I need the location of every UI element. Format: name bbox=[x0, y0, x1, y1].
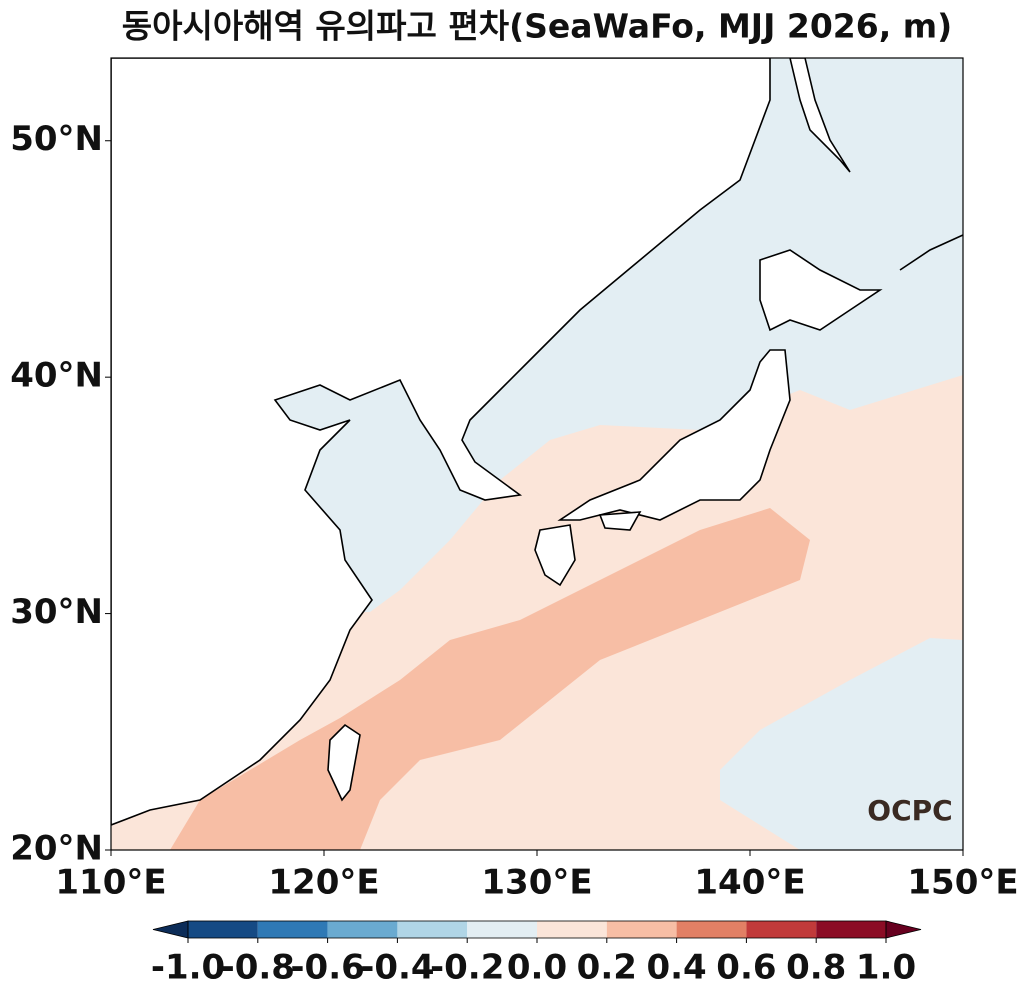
colorbar-swatch bbox=[676, 921, 747, 938]
colorbar-swatch bbox=[816, 921, 886, 938]
logo: OCPC bbox=[867, 794, 952, 827]
colorbar-swatch bbox=[467, 921, 537, 938]
colorbar-label: 0.2 bbox=[577, 948, 637, 988]
colorbar-swatch bbox=[746, 921, 817, 938]
y-tick-label: 30°N bbox=[10, 592, 103, 632]
colorbar-swatch bbox=[257, 921, 328, 938]
colorbar-label: -1.0 bbox=[151, 948, 225, 988]
colorbar-label: -0.6 bbox=[290, 948, 364, 988]
colorbar-swatch bbox=[537, 921, 607, 938]
x-tick-label: 130°E bbox=[481, 863, 592, 903]
colorbar-label: 0.4 bbox=[646, 948, 706, 988]
x-tick-label: 140°E bbox=[694, 863, 805, 903]
colorbar-label: 0.6 bbox=[716, 948, 776, 988]
coastline bbox=[111, 58, 963, 826]
colorbar-label: 1.0 bbox=[856, 948, 916, 988]
map-field bbox=[111, 58, 963, 850]
field-negative bbox=[720, 638, 963, 850]
colorbar-label: -0.8 bbox=[221, 948, 295, 988]
colorbar-label: -0.4 bbox=[360, 948, 434, 988]
x-tick-label: 110°E bbox=[55, 863, 166, 903]
colorbar-swatch bbox=[606, 921, 677, 938]
colorbar-swatch bbox=[188, 921, 258, 938]
colorbar-label: 0.0 bbox=[507, 948, 567, 988]
colorbar-over bbox=[885, 920, 922, 939]
colorbar-swatch bbox=[397, 921, 468, 938]
x-tick-label: 150°E bbox=[907, 863, 1018, 903]
colorbar-label: 0.8 bbox=[786, 948, 846, 988]
colorbar-under bbox=[152, 920, 189, 939]
title: 동아시아해역 유의파고 편차(SeaWaFo, MJJ 2026, m) bbox=[122, 7, 952, 46]
y-tick-label: 20°N bbox=[10, 829, 103, 869]
colorbar-swatch bbox=[327, 921, 398, 938]
y-tick-label: 40°N bbox=[10, 356, 103, 396]
y-tick-label: 50°N bbox=[10, 119, 103, 159]
x-tick-label: 120°E bbox=[268, 863, 379, 903]
colorbar-label: -0.2 bbox=[430, 948, 504, 988]
